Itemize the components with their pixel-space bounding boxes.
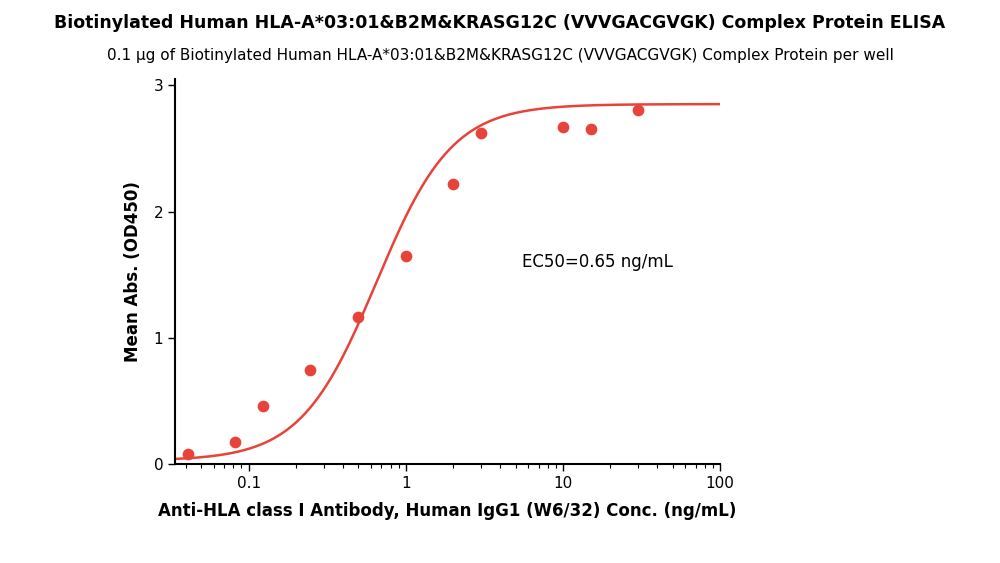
Point xyxy=(445,179,461,188)
Point xyxy=(180,450,196,459)
Point xyxy=(555,122,571,131)
Point xyxy=(630,106,646,115)
X-axis label: Anti-HLA class I Antibody, Human IgG1 (W6/32) Conc. (ng/mL): Anti-HLA class I Antibody, Human IgG1 (W… xyxy=(158,502,737,520)
Point xyxy=(398,251,414,260)
Point xyxy=(227,438,243,447)
Point xyxy=(350,312,366,321)
Text: EC50=0.65 ng/mL: EC50=0.65 ng/mL xyxy=(522,253,673,271)
Y-axis label: Mean Abs. (OD450): Mean Abs. (OD450) xyxy=(124,181,142,362)
Point xyxy=(302,365,318,374)
Point xyxy=(473,129,489,138)
Text: 0.1 μg of Biotinylated Human HLA-A*03:01&B2M&KRASG12C (VVVGACGVGK) Complex Prote: 0.1 μg of Biotinylated Human HLA-A*03:01… xyxy=(107,48,893,63)
Point xyxy=(583,125,599,134)
Text: Biotinylated Human HLA-A*03:01&B2M&KRASG12C (VVVGACGVGK) Complex Protein ELISA: Biotinylated Human HLA-A*03:01&B2M&KRASG… xyxy=(54,14,946,32)
Point xyxy=(255,402,271,411)
